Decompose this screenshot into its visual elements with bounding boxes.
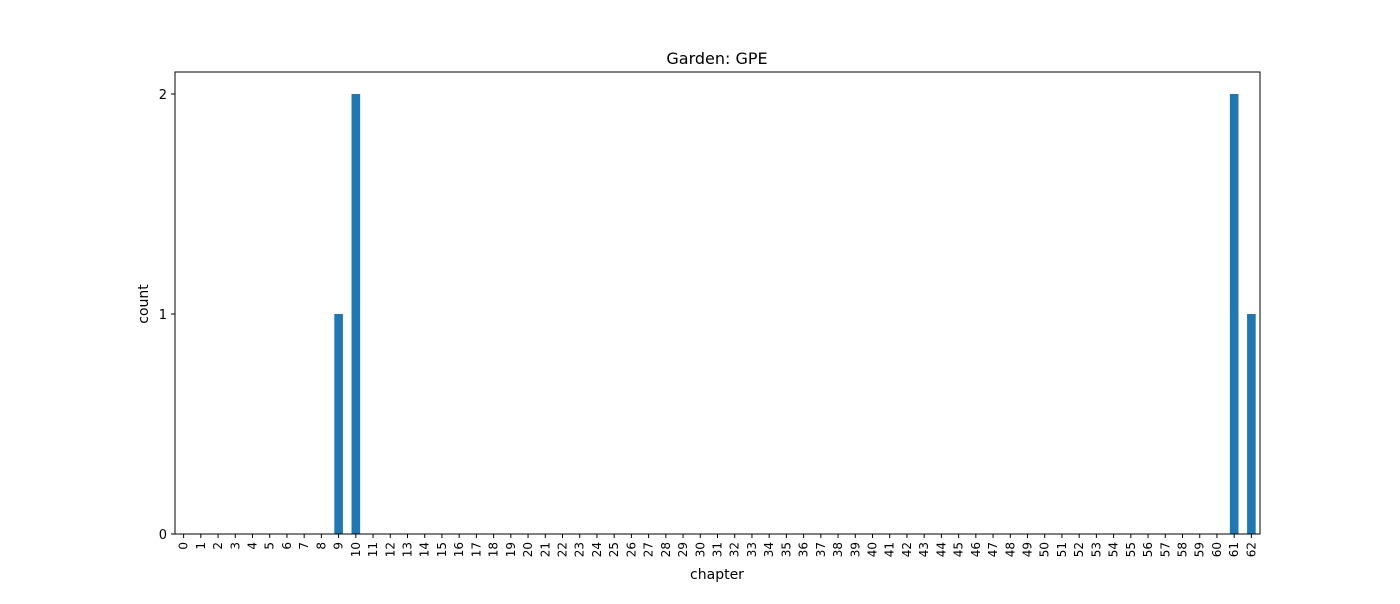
x-tick-label: 4	[246, 542, 260, 550]
y-tick-label: 0	[159, 528, 167, 543]
x-tick-label: 2	[211, 542, 225, 550]
bar-9	[334, 314, 343, 534]
x-axis-label: chapter	[690, 567, 744, 583]
x-tick-label: 55	[1124, 542, 1138, 557]
x-tick-label: 36	[797, 542, 811, 557]
x-tick-label: 46	[969, 542, 983, 557]
plot-frame	[174, 71, 1261, 535]
x-tick-label: 49	[1021, 542, 1035, 557]
x-tick-label: 61	[1227, 542, 1241, 557]
x-tick-label: 59	[1193, 542, 1207, 557]
x-tick-label: 3	[228, 542, 242, 550]
x-tick-label: 42	[900, 542, 914, 557]
x-tick-label: 33	[745, 542, 759, 557]
x-tick-label: 20	[521, 542, 535, 557]
x-tick-label: 57	[1158, 542, 1172, 557]
x-tick-label: 60	[1210, 542, 1224, 557]
x-tick-label: 53	[1089, 542, 1103, 557]
x-tick-label: 25	[607, 542, 621, 557]
x-tick-label: 14	[418, 542, 432, 557]
x-tick-label: 43	[917, 542, 931, 557]
x-tick-label: 58	[1176, 542, 1190, 557]
x-tick-label: 34	[762, 542, 776, 557]
x-tick-label: 23	[573, 542, 587, 557]
x-tick-label: 39	[848, 542, 862, 557]
x-tick-label: 31	[711, 542, 725, 557]
x-tick-label: 44	[934, 542, 948, 557]
x-tick-label: 28	[659, 542, 673, 557]
bar-10	[351, 94, 361, 534]
x-tick-label: 10	[349, 542, 363, 557]
x-tick-label: 16	[452, 542, 466, 557]
x-tick-label: 35	[779, 542, 793, 557]
x-tick-label: 6	[280, 542, 294, 550]
x-tick-label: 52	[1072, 542, 1086, 557]
y-axis-label: count	[136, 284, 152, 324]
y-tick-label: 2	[159, 88, 167, 103]
x-tick-label: 11	[366, 542, 380, 557]
x-tick-label: 47	[986, 542, 1000, 557]
bars-group	[334, 94, 1256, 534]
x-tick-label: 38	[831, 542, 845, 557]
x-tick-label: 51	[1055, 542, 1069, 557]
bar-61	[1229, 94, 1239, 534]
x-tick-label: 9	[332, 542, 346, 550]
x-tick-label: 45	[952, 542, 966, 557]
x-tick-label: 13	[401, 542, 415, 557]
bar-62	[1247, 314, 1256, 534]
x-tick-label: 56	[1141, 542, 1155, 557]
x-tick-label: 50	[1038, 542, 1052, 557]
x-tick-label: 29	[676, 542, 690, 557]
x-tick-label: 8	[314, 542, 328, 550]
x-tick-label: 24	[590, 542, 604, 557]
x-tick-label: 32	[728, 542, 742, 557]
y-tick-label: 1	[159, 308, 167, 323]
x-tick-label: 5	[263, 542, 277, 550]
x-axis-ticks: 0 1 2 3 4 5 6 7 8 9 10 11 12 13 14 15 16 17 18 19 20 21 22 23 24…	[177, 534, 1258, 557]
x-tick-label: 0	[177, 542, 191, 550]
x-tick-label: 17	[469, 542, 483, 557]
x-tick-label: 12	[383, 542, 397, 557]
chart-title: Garden: GPE	[666, 49, 767, 68]
x-tick-label: 21	[538, 542, 552, 557]
x-tick-label: 30	[693, 542, 707, 557]
x-tick-label: 37	[814, 542, 828, 557]
x-tick-label: 41	[883, 542, 897, 557]
x-tick-label: 1	[194, 542, 208, 550]
x-tick-label: 48	[1003, 542, 1017, 557]
x-tick-label: 22	[556, 542, 570, 557]
y-axis-ticks: 0 1 2	[159, 88, 175, 543]
x-tick-label: 27	[642, 542, 656, 557]
x-tick-label: 54	[1107, 542, 1121, 557]
x-tick-label: 40	[866, 542, 880, 557]
x-tick-label: 18	[487, 542, 501, 557]
x-tick-label: 15	[435, 542, 449, 557]
x-tick-label: 19	[504, 542, 518, 557]
x-tick-label: 26	[624, 542, 638, 557]
x-tick-label: 62	[1244, 542, 1258, 557]
x-tick-label: 7	[297, 542, 311, 550]
